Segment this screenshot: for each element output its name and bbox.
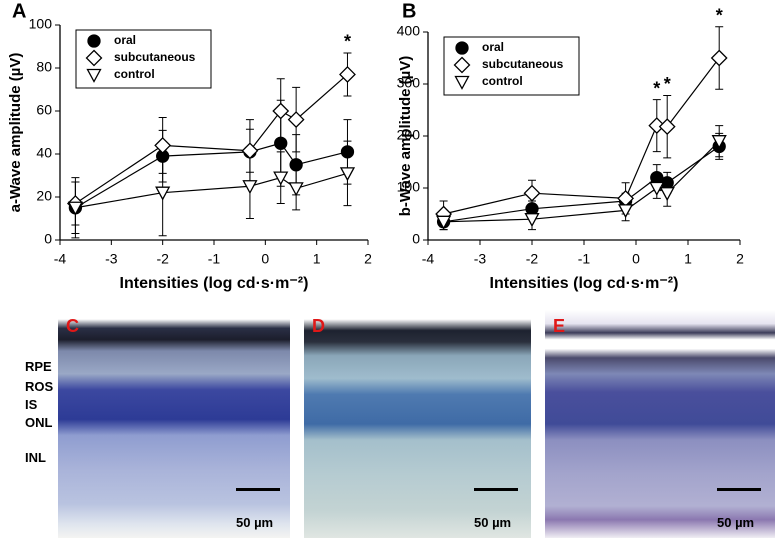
marker — [154, 136, 172, 154]
y-tick-label: 100 — [397, 179, 421, 195]
marker — [67, 201, 83, 216]
legend-marker — [455, 41, 469, 55]
series-line — [75, 142, 348, 209]
y-axis-label: a-Wave amplitude (µV) — [7, 53, 24, 213]
marker — [618, 204, 634, 219]
x-tick-label: -2 — [156, 251, 169, 267]
x-tick-label: 0 — [632, 251, 640, 267]
y-tick-label: 0 — [412, 231, 420, 247]
legend-marker — [454, 75, 470, 90]
x-tick-label: -1 — [578, 251, 591, 267]
x-tick-label: 2 — [364, 251, 372, 267]
annotation: * — [653, 78, 660, 98]
y-tick-label: 100 — [29, 16, 53, 32]
layer-label: ONL — [25, 415, 53, 430]
scale-bar-label: 50 µm — [717, 515, 755, 530]
annotation: * — [664, 74, 671, 94]
y-tick-label: 80 — [36, 59, 52, 75]
layer-label: ROS — [25, 379, 54, 394]
series-line — [443, 57, 720, 215]
marker — [242, 180, 258, 195]
marker — [340, 145, 355, 159]
marker — [289, 158, 303, 172]
x-axis-label: Intensities (log cd·s·m⁻²) — [120, 275, 309, 292]
y-tick-label: 60 — [36, 102, 52, 118]
layer-label: RPE — [25, 359, 52, 374]
y-tick-label: 0 — [44, 231, 52, 247]
x-tick-label: -2 — [526, 251, 539, 267]
marker — [155, 186, 171, 201]
marker — [523, 184, 541, 202]
series-line — [443, 145, 720, 223]
layer-label: INL — [25, 450, 46, 465]
marker — [658, 118, 676, 136]
legend-label: control — [114, 67, 155, 81]
panel-label: A — [12, 0, 26, 22]
legend-marker — [87, 34, 101, 48]
image-label: D — [312, 316, 325, 336]
y-tick-label: 20 — [36, 188, 52, 204]
marker — [287, 111, 305, 129]
y-tick-label: 40 — [36, 145, 52, 161]
x-tick-label: -3 — [474, 251, 487, 267]
legend-label: subcutaneous — [114, 50, 196, 64]
panel-label: B — [402, 0, 416, 22]
marker — [273, 171, 289, 186]
scale-bar — [474, 488, 518, 491]
legend-label: oral — [114, 33, 136, 47]
marker — [288, 182, 304, 197]
legend-label: control — [482, 74, 523, 88]
legend-marker — [86, 68, 102, 83]
y-tick-label: 200 — [397, 127, 421, 143]
x-tick-label: -4 — [422, 251, 435, 267]
y-tick-label: 300 — [397, 75, 421, 91]
marker — [524, 213, 540, 228]
annotation: * — [344, 32, 351, 52]
layer-label: IS — [25, 397, 38, 412]
legend-label: oral — [482, 40, 504, 54]
series-line — [75, 73, 348, 204]
image-label: E — [553, 316, 566, 336]
scale-bar-label: 50 µm — [236, 515, 274, 530]
marker — [649, 181, 665, 196]
marker — [710, 49, 728, 67]
marker — [648, 117, 666, 135]
x-axis-label: Intensities (log cd·s·m⁻²) — [490, 275, 679, 292]
legend-marker — [453, 56, 471, 74]
x-tick-label: 1 — [684, 251, 692, 267]
y-axis-label: b-Wave amplitude (µV) — [397, 56, 414, 217]
marker — [436, 215, 452, 230]
x-tick-label: -4 — [54, 251, 67, 267]
legend-label: subcutaneous — [482, 57, 564, 71]
x-tick-label: 2 — [736, 251, 744, 267]
x-tick-label: -1 — [208, 251, 221, 267]
scale-bar — [717, 488, 761, 491]
scale-bar — [236, 488, 280, 491]
image-d: D 50 µm — [304, 310, 531, 538]
image-e: E 50 µm — [545, 310, 775, 538]
marker — [525, 202, 539, 216]
image-label: C — [66, 316, 79, 336]
scale-bar-label: 50 µm — [474, 515, 512, 530]
marker — [241, 142, 259, 160]
x-tick-label: 0 — [261, 251, 269, 267]
marker — [274, 136, 288, 150]
marker — [711, 135, 727, 150]
marker — [659, 187, 675, 202]
marker — [272, 102, 290, 120]
y-tick-label: 400 — [397, 23, 421, 39]
x-tick-label: -3 — [105, 251, 118, 267]
series-line — [443, 140, 720, 223]
annotation: * — [716, 6, 723, 26]
legend-marker — [85, 49, 103, 67]
marker — [339, 167, 356, 182]
series-line — [75, 172, 348, 209]
image-c: C 50 µm — [58, 310, 290, 538]
x-tick-label: 1 — [313, 251, 321, 267]
marker — [339, 66, 356, 83]
